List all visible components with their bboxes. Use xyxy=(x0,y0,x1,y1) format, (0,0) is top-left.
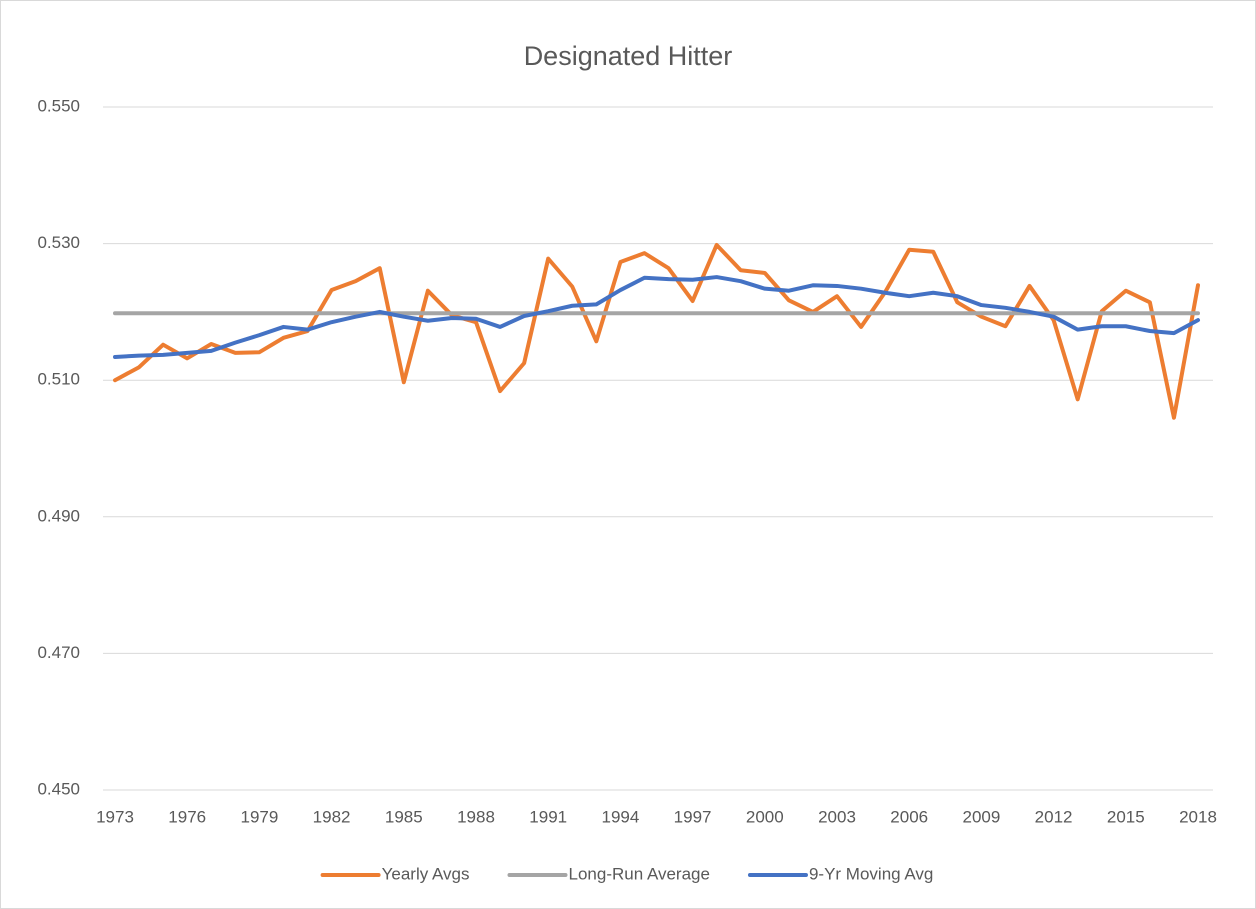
x-tick-label: 2009 xyxy=(962,807,1000,826)
x-tick-label: 1982 xyxy=(313,807,351,826)
x-tick-label: 2000 xyxy=(746,807,784,826)
y-tick-label: 0.530 xyxy=(37,233,80,252)
x-tick-label: 1973 xyxy=(96,807,134,826)
x-tick-label: 1979 xyxy=(240,807,278,826)
x-tick-label: 1985 xyxy=(385,807,423,826)
series-line xyxy=(113,242,1200,420)
x-tick-label: 1976 xyxy=(168,807,206,826)
x-tick-label: 2015 xyxy=(1107,807,1145,826)
y-tick-label: 0.450 xyxy=(37,779,80,798)
x-tick-label: 2003 xyxy=(818,807,856,826)
x-tick-label: 1991 xyxy=(529,807,567,826)
legend-label: 9-Yr Moving Avg xyxy=(809,864,933,883)
legend-label: Yearly Avgs xyxy=(382,864,470,883)
x-tick-label: 2012 xyxy=(1035,807,1073,826)
series-line xyxy=(113,275,1200,359)
y-tick-label: 0.510 xyxy=(37,370,80,389)
y-tick-label: 0.490 xyxy=(37,506,80,525)
x-tick-label: 1988 xyxy=(457,807,495,826)
y-tick-label: 0.550 xyxy=(37,96,80,115)
x-tick-label: 2006 xyxy=(890,807,928,826)
x-tick-label: 1994 xyxy=(601,807,639,826)
y-tick-label: 0.470 xyxy=(37,643,80,662)
x-tick-label: 2018 xyxy=(1179,807,1217,826)
legend-label: Long-Run Average xyxy=(569,864,710,883)
chart-title: Designated Hitter xyxy=(524,41,733,71)
x-tick-label: 1997 xyxy=(674,807,712,826)
